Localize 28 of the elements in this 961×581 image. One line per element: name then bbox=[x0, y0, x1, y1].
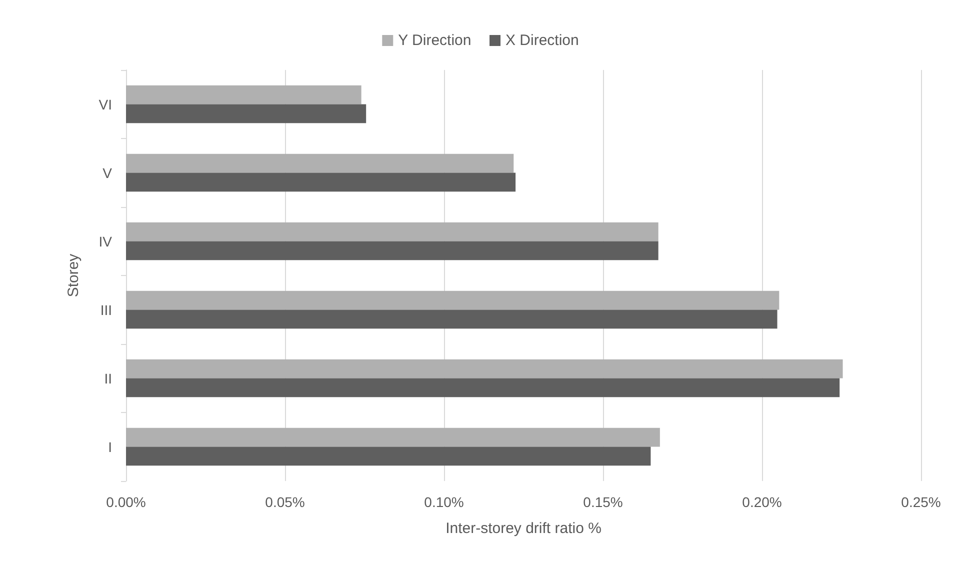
x-tick-label: 0.20% bbox=[742, 494, 782, 510]
y-tick-label: VI bbox=[98, 96, 112, 112]
bar bbox=[126, 310, 778, 329]
x-tick-label: 0.15% bbox=[583, 494, 623, 510]
x-tick-label: 0.25% bbox=[901, 494, 941, 510]
y-tick-label: V bbox=[102, 164, 113, 181]
bar bbox=[126, 378, 840, 398]
y-tick-label: II bbox=[104, 370, 112, 386]
bar bbox=[126, 172, 516, 192]
legend-label: Y Direction bbox=[398, 32, 472, 49]
bar bbox=[126, 428, 660, 447]
bar bbox=[126, 85, 362, 104]
x-tick-label: 0.05% bbox=[265, 494, 305, 510]
bar bbox=[126, 154, 514, 173]
y-tick-label: III bbox=[100, 302, 112, 318]
x-tick-label: 0.10% bbox=[424, 494, 464, 510]
x-tick-label: 0.00% bbox=[106, 494, 146, 510]
y-tick-label: I bbox=[108, 438, 112, 455]
y-axis-title: Storey bbox=[65, 253, 82, 298]
bar bbox=[126, 359, 843, 378]
bar bbox=[126, 104, 366, 124]
bar bbox=[126, 446, 651, 466]
x-axis-title: Inter-storey drift ratio % bbox=[446, 520, 602, 537]
bar bbox=[126, 222, 658, 242]
bar bbox=[126, 241, 658, 260]
bar bbox=[126, 290, 780, 310]
y-tick-label: IV bbox=[98, 233, 113, 250]
legend-label: X Direction bbox=[506, 32, 579, 49]
